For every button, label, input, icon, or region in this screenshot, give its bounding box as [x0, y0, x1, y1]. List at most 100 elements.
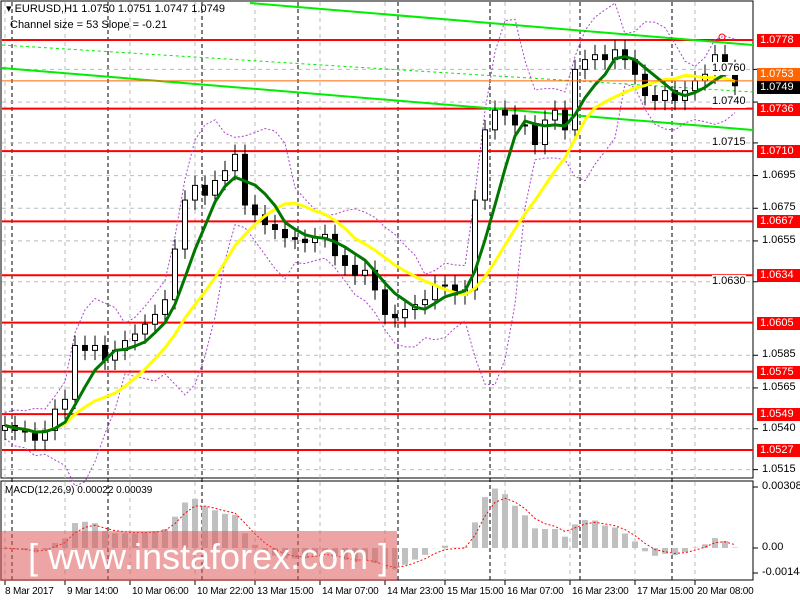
candle-body [142, 323, 148, 335]
candle-body [212, 179, 218, 196]
candle-body [352, 264, 358, 276]
y-tick-label: 1.0715 [712, 135, 746, 149]
candle-body [72, 344, 78, 400]
macd-histogram-bar [722, 541, 728, 548]
level-price-tag: 1.0778 [757, 34, 800, 47]
watermark-text: [ www.instaforex.com ] [28, 536, 389, 577]
candle-body [382, 289, 388, 315]
candle-body [332, 233, 338, 257]
macd-histogram-bar [522, 515, 528, 548]
candle-body [592, 54, 598, 61]
candle-body [292, 237, 298, 240]
candle-body [302, 238, 308, 244]
x-tick-label: 10 Mar 06:00 [132, 586, 189, 597]
macd-axis-label: 0.00308 [762, 480, 800, 492]
watermark-band [0, 531, 397, 581]
macd-histogram-bar [462, 547, 468, 548]
candle-body [502, 109, 508, 116]
x-tick-label: 13 Mar 15:00 [257, 586, 314, 597]
candle-body [362, 269, 368, 276]
x-tick-label: 8 Mar 2017 [5, 586, 54, 597]
candle-body [272, 224, 278, 230]
candle-body [422, 299, 428, 306]
candle-body [282, 228, 288, 239]
fast-moving-average [4, 55, 736, 434]
candle-body [152, 313, 158, 325]
x-tick-label: 10 Mar 22:00 [197, 586, 254, 597]
macd-histogram-bar [652, 548, 658, 556]
macd-histogram-bar [202, 506, 208, 548]
macd-histogram-bar [512, 505, 518, 548]
channel-midline [1, 44, 754, 93]
y-tick-label: 1.0740 [712, 95, 746, 109]
x-tick-label: 17 Mar 15:00 [637, 586, 694, 597]
macd-histogram-bar [572, 524, 578, 548]
candle-body [402, 309, 408, 319]
macd-histogram-bar [592, 520, 598, 548]
candle-body [542, 119, 548, 146]
ask-price-tag: 1.0753 [757, 68, 800, 82]
macd-histogram-bar [702, 544, 708, 548]
macd-histogram-bar [422, 548, 428, 555]
macd-histogram-bar [182, 502, 188, 548]
candle-body [532, 124, 538, 146]
macd-histogram-bar [402, 548, 408, 565]
channel-line-lower [1, 67, 754, 131]
macd-histogram-bar [632, 541, 638, 548]
y-tick-label: 1.0655 [762, 233, 796, 246]
macd-histogram-bar [492, 488, 498, 548]
x-tick-label: 14 Mar 07:00 [322, 586, 379, 597]
y-tick-label: 1.0515 [762, 462, 796, 475]
candle-body [582, 59, 588, 70]
level-price-tag: 1.0667 [757, 215, 800, 229]
x-tick-label: 9 Mar 14:00 [67, 586, 119, 597]
bollinger-upper [4, 2, 736, 413]
current-price-tag: 1.0749 [757, 81, 800, 95]
candle-body [202, 184, 208, 196]
bollinger-lower [4, 83, 736, 487]
y-tick-label: 1.0630 [712, 274, 746, 288]
candle-body [572, 68, 578, 131]
macd-histogram-bar [672, 548, 678, 556]
x-tick-label: 20 Mar 08:00 [697, 586, 754, 597]
candle-body [62, 398, 68, 410]
macd-histogram-bar [622, 533, 628, 548]
macd-histogram-bar [612, 527, 618, 548]
macd-histogram-bar [532, 528, 538, 548]
x-tick-label: 16 Mar 07:00 [507, 586, 564, 597]
main-panel-frame [0, 0, 754, 479]
candle-body [482, 129, 488, 201]
macd-histogram-bar [542, 528, 548, 548]
candle-body [662, 90, 668, 101]
macd-histogram-bar [642, 548, 648, 552]
candle-body [562, 109, 568, 131]
macd-histogram-bar [732, 547, 738, 548]
candle-body [182, 199, 188, 250]
y-tick-label: 1.0675 [762, 201, 796, 214]
macd-histogram-bar [442, 545, 448, 548]
level-price-tag: 1.0575 [757, 365, 800, 379]
y-tick-label: 1.0695 [762, 168, 796, 181]
dropdown-triangle-icon[interactable]: ▾ [6, 3, 15, 15]
x-tick-label: 15 Mar 15:00 [447, 586, 504, 597]
candle-body [442, 284, 448, 287]
level-price-tag: 1.0710 [757, 145, 800, 159]
candle-body [252, 204, 258, 216]
macd-histogram-bar [482, 497, 488, 548]
candle-body [512, 114, 518, 126]
macd-label: MACD(12,26,9) 0.00022 0.00039 [5, 485, 153, 496]
level-price-tag: 1.0634 [757, 269, 800, 283]
candle-body [622, 49, 628, 61]
macd-histogram-bar [412, 548, 418, 560]
macd-histogram-bar [662, 548, 668, 554]
candle-body [392, 313, 398, 319]
alert-marker-icon [718, 33, 726, 41]
y-tick-label: 1.0540 [762, 421, 796, 434]
candle-body [132, 333, 138, 342]
macd-histogram-bar [222, 513, 228, 548]
candle-body [692, 80, 698, 92]
channel-info: Channel size = 53 Slope = -0.21 [10, 19, 168, 31]
macd-histogram-bar [602, 525, 608, 548]
